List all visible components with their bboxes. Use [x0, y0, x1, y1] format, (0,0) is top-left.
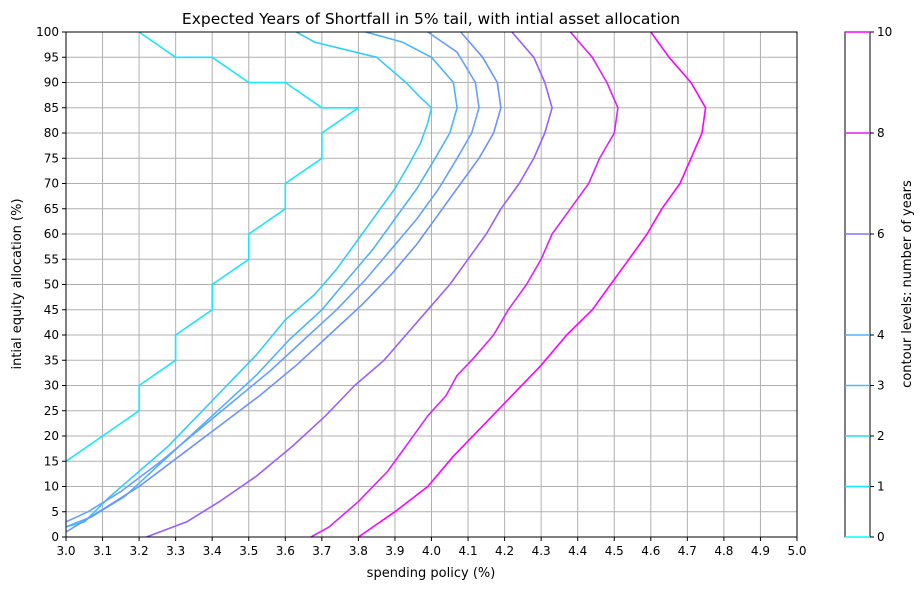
x-tick-label: 5.0	[787, 544, 806, 558]
y-tick-label: 70	[44, 177, 59, 191]
x-tick-label: 4.6	[641, 544, 660, 558]
y-tick-label: 20	[44, 429, 59, 443]
y-tick-label: 0	[51, 530, 59, 544]
y-tick-label: 25	[44, 404, 59, 418]
grid-lines	[65, 31, 798, 538]
colorbar-tick-label: 6	[877, 227, 885, 241]
y-tick-label: 90	[44, 76, 59, 90]
x-tick-label: 3.5	[239, 544, 258, 558]
y-tick-label: 80	[44, 126, 59, 140]
x-axis-ticks: 3.0 3.1 3.2 3.3 3.4 3.5 3.6 3.7 3.8 3.9 4.0 4.1 4.2 4…	[56, 537, 807, 558]
x-tick-label: 3.9	[385, 544, 404, 558]
x-tick-label: 3.7	[312, 544, 331, 558]
y-tick-label: 50	[44, 278, 59, 292]
contour-line-level-2	[65, 31, 433, 528]
contour-line-level-8	[310, 31, 619, 538]
colorbar-label: contour levels: number of years	[900, 180, 915, 388]
y-tick-label: 75	[44, 151, 59, 165]
contour-line-level-4	[65, 31, 480, 523]
contour-line-level-10	[357, 31, 707, 538]
y-tick-label: 55	[44, 252, 59, 266]
x-tick-label: 3.4	[203, 544, 222, 558]
contour-line-level-6	[146, 31, 553, 538]
contour-line-level-3	[65, 31, 458, 528]
y-tick-label: 35	[44, 353, 59, 367]
y-tick-label: 85	[44, 101, 59, 115]
y-tick-label: 5	[51, 505, 59, 519]
colorbar-tick-label: 3	[877, 379, 885, 393]
y-tick-label: 95	[44, 50, 59, 64]
colorbar-tick-label: 2	[877, 429, 885, 443]
x-tick-label: 3.0	[56, 544, 75, 558]
colorbar-tick-label: 10	[877, 25, 892, 39]
x-tick-label: 4.5	[605, 544, 624, 558]
x-tick-label: 4.2	[495, 544, 514, 558]
x-tick-label: 3.2	[130, 544, 149, 558]
chart-title: Expected Years of Shortfall in 5% tail, …	[182, 10, 680, 28]
x-tick-label: 4.3	[532, 544, 551, 558]
y-tick-label: 10	[44, 480, 59, 494]
x-axis-label: spending policy (%)	[367, 566, 496, 581]
x-tick-label: 4.7	[678, 544, 697, 558]
y-tick-label: 100	[36, 25, 59, 39]
colorbar-frame	[844, 31, 871, 538]
colorbar-tick-label: 8	[877, 126, 885, 140]
x-tick-label: 4.8	[714, 544, 733, 558]
x-tick-label: 3.1	[93, 544, 112, 558]
contour-line-level-5	[65, 31, 502, 533]
x-tick-label: 4.1	[459, 544, 478, 558]
y-tick-label: 40	[44, 328, 59, 342]
y-tick-label: 60	[44, 227, 59, 241]
x-tick-label: 3.6	[276, 544, 295, 558]
x-tick-label: 4.9	[751, 544, 770, 558]
colorbar-tick-label: 4	[877, 328, 885, 342]
y-tick-label: 65	[44, 202, 59, 216]
x-tick-label: 4.0	[422, 544, 441, 558]
contour-line-level-1	[65, 31, 360, 462]
y-tick-label: 30	[44, 379, 59, 393]
x-tick-label: 4.4	[568, 544, 587, 558]
colorbar-tick-label: 1	[877, 480, 885, 494]
x-tick-label: 3.8	[349, 544, 368, 558]
y-tick-label: 45	[44, 303, 59, 317]
y-tick-label: 15	[44, 454, 59, 468]
colorbar-tick-label: 0	[877, 530, 885, 544]
colorbar: 0 1 2 3 4 6 8 10	[844, 25, 892, 544]
y-axis-ticks: 0 5 10 15 20 25 30 35 40 45 50 55 60 65 70 75 80 85 90 95 10…	[36, 25, 66, 544]
y-axis-label: intial equity allocation (%)	[10, 198, 25, 369]
x-tick-label: 3.3	[166, 544, 185, 558]
contour-lines	[65, 31, 707, 538]
